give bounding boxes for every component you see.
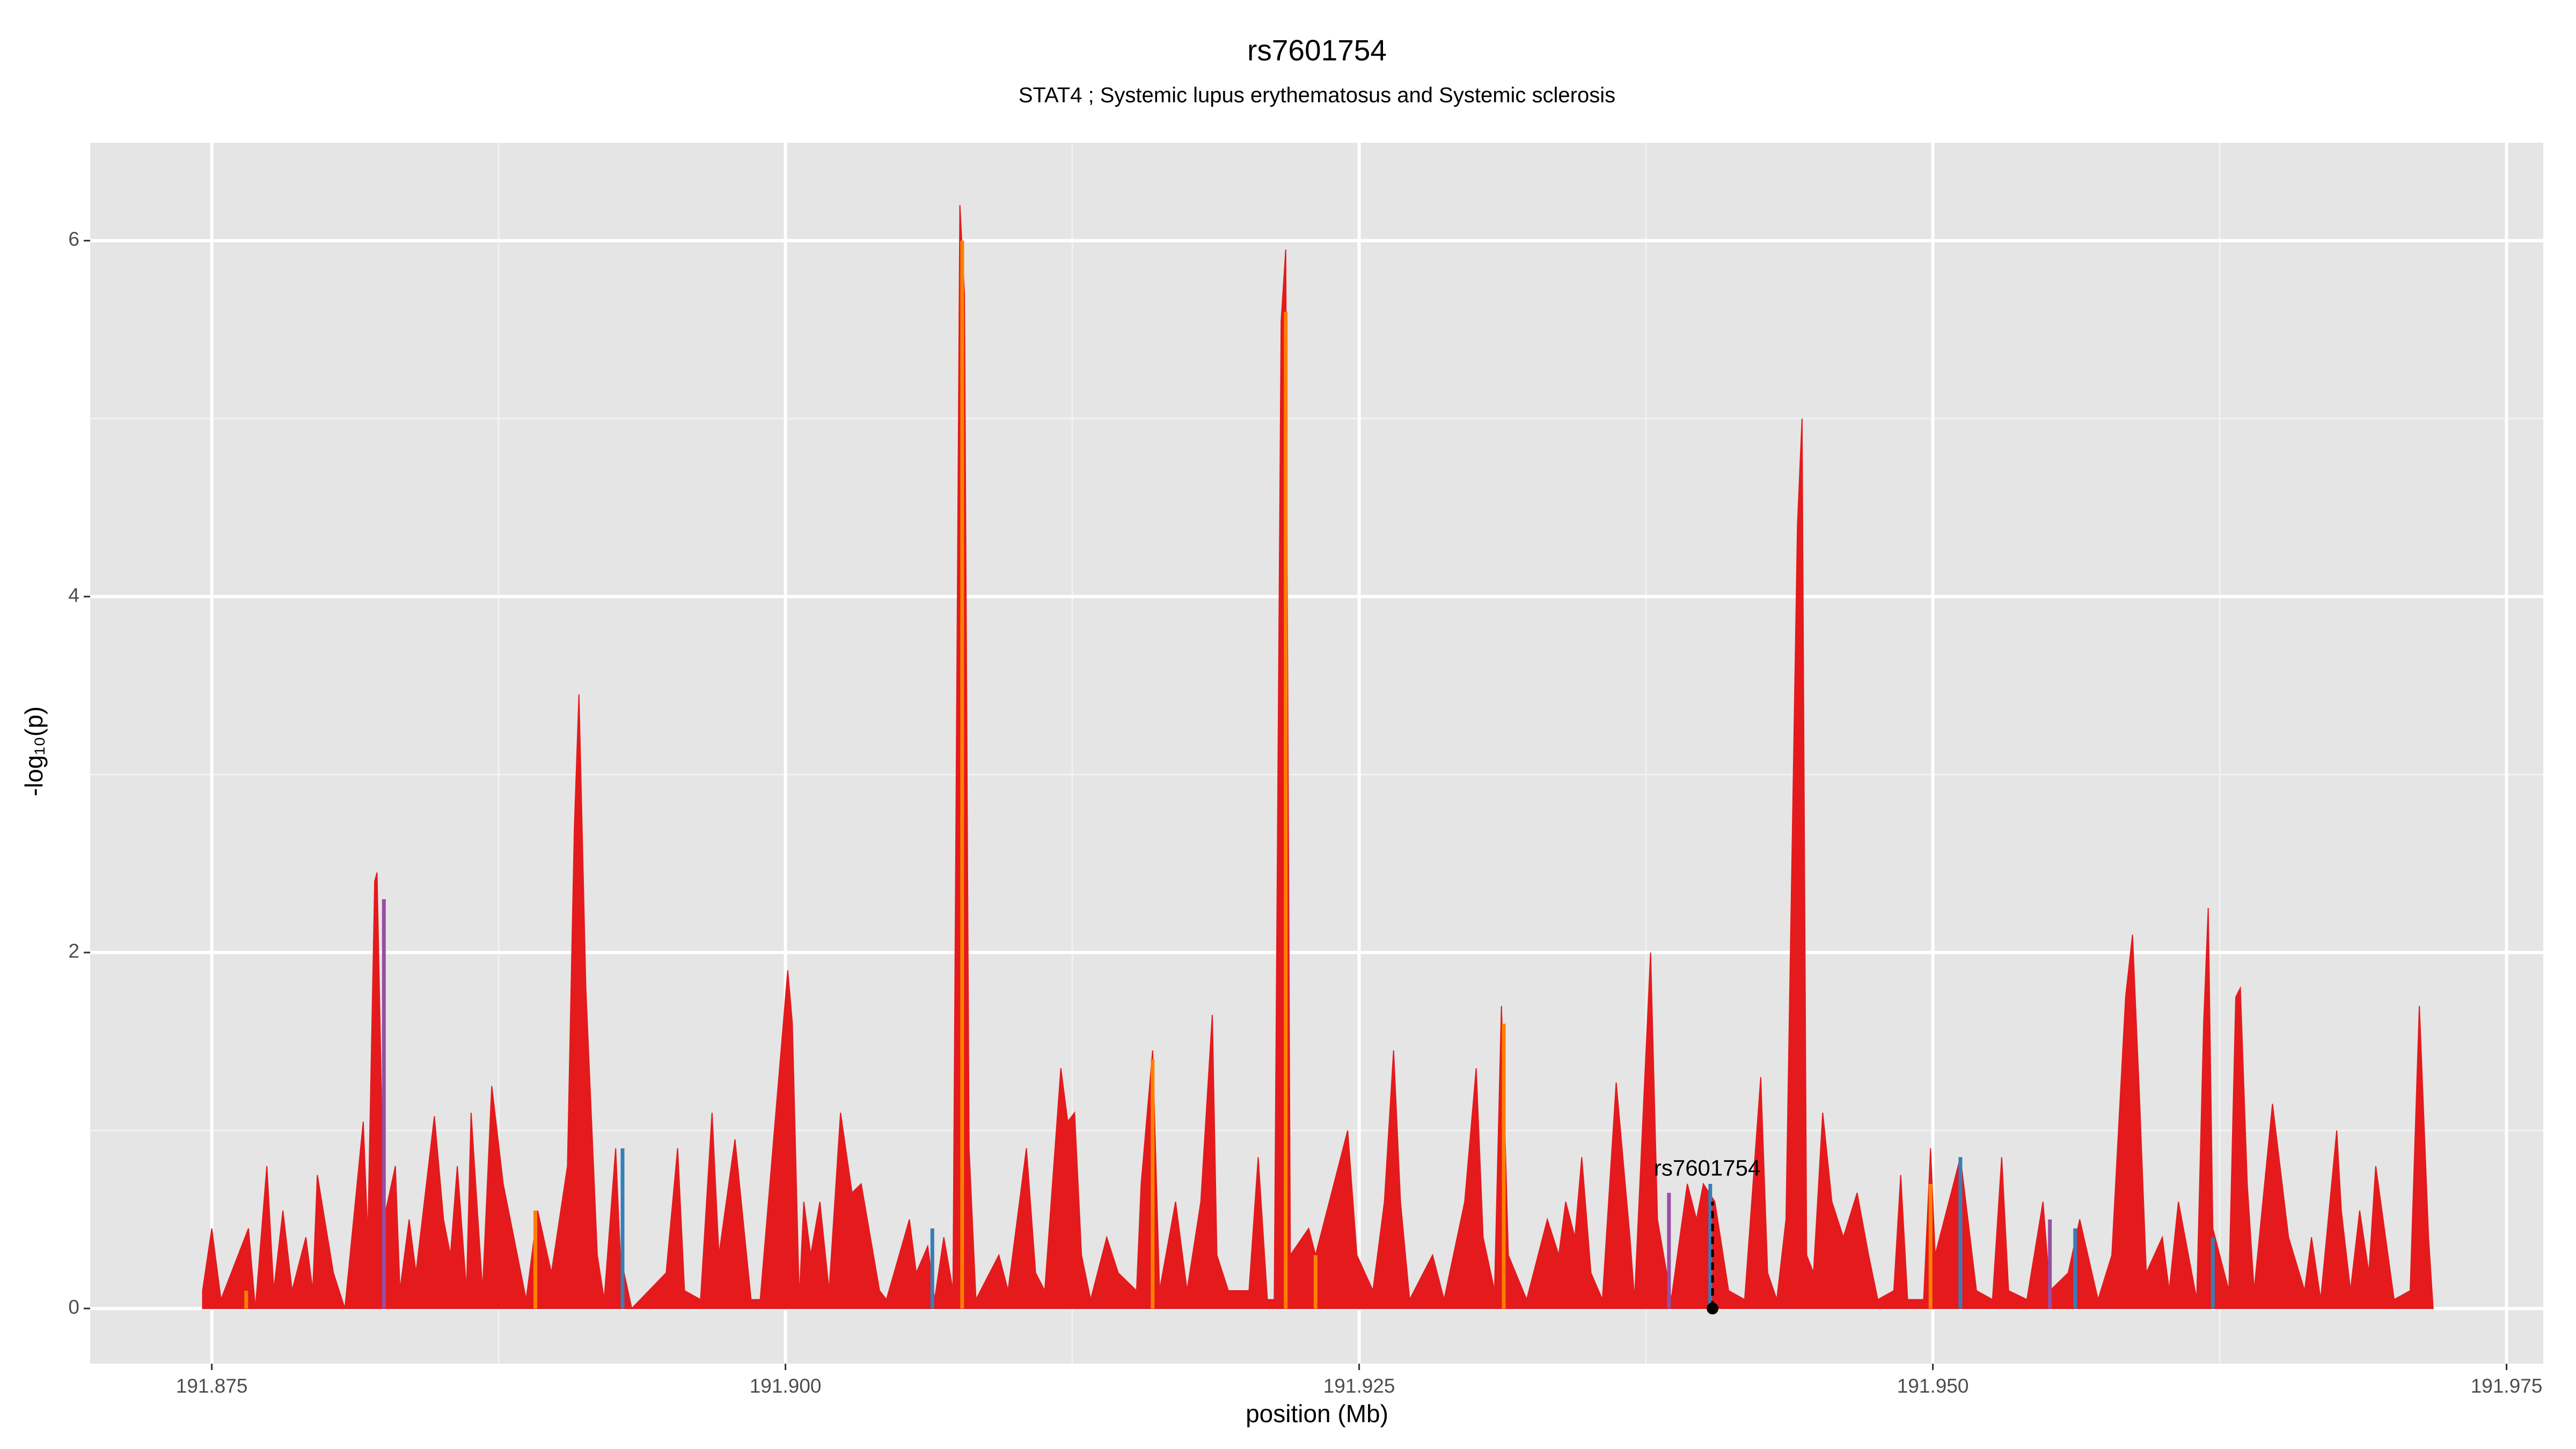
y-tick-label: 4 [68,584,79,606]
x-tick-label: 191.975 [2471,1375,2543,1397]
x-tick-label: 191.875 [176,1375,248,1397]
x-tick-label: 191.900 [750,1375,822,1397]
x-tick-label: 191.950 [1897,1375,1969,1397]
highlight-label: rs7601754 [1654,1155,1761,1180]
y-tick-label: 0 [68,1296,79,1318]
y-tick-label: 6 [68,228,79,250]
x-tick-label: 191.925 [1323,1375,1395,1397]
highlight-point [1707,1302,1719,1315]
area [202,205,2434,1310]
y-tick-label: 2 [68,940,79,962]
x-axis-title: position (Mb) [1246,1400,1388,1428]
chart-title: rs7601754 [1247,34,1387,67]
chart-subtitle: STAT4 ; Systemic lupus erythematosus and… [1019,84,1615,107]
y-axis-title: -log₁₀(p) [20,706,48,796]
